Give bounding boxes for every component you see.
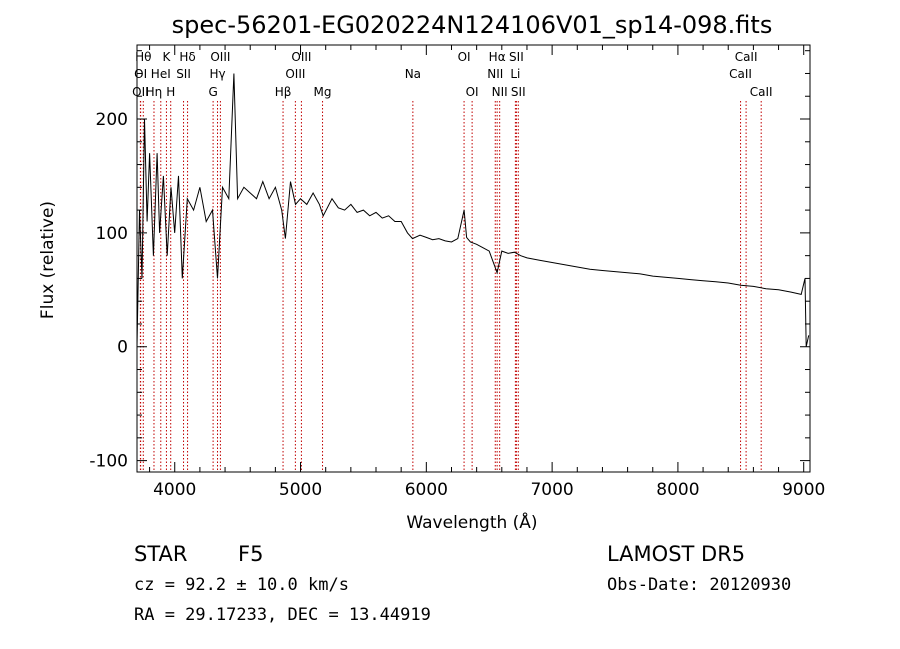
object-subclass: F5 — [238, 542, 263, 566]
spectral-line-label: SII — [511, 85, 526, 99]
spectral-line-label: OIII — [291, 50, 311, 64]
spectral-line-label: Hδ — [179, 50, 195, 64]
spectral-line-label: Na — [405, 67, 421, 81]
spectral-line-label: CaII — [729, 67, 752, 81]
spectrum-line — [136, 73, 810, 347]
spectral-line-label: Hα — [489, 50, 506, 64]
spectral-line-label: OI — [466, 85, 479, 99]
spectral-line-label: NII — [487, 67, 503, 81]
object-class: STAR — [134, 542, 187, 566]
spectral-line-label: SII — [509, 50, 524, 64]
y-axis: -100 0 100 200 — [89, 50, 810, 472]
x-axis-label: Wavelength (Å) — [406, 511, 537, 533]
spectral-line-label: SII — [176, 67, 191, 81]
y-tick-label: 100 — [96, 224, 128, 244]
y-tick-label: 200 — [96, 110, 128, 130]
chart-title: spec-56201-EG020224N124106V01_sp14-098.f… — [172, 11, 773, 39]
y-tick-label: 0 — [117, 338, 128, 358]
spectral-line-label: K — [162, 50, 171, 64]
spectral-line-label: CaII — [735, 50, 758, 64]
x-tick-label: 9000 — [782, 480, 825, 500]
spectral-line-label: OI — [134, 67, 147, 81]
x-tick-label: 8000 — [656, 480, 699, 500]
x-tick-label: 6000 — [405, 480, 448, 500]
spectral-line-label: OIII — [285, 67, 305, 81]
y-axis-label: Flux (relative) — [38, 201, 58, 319]
spectral-line-label: OII — [132, 85, 149, 99]
spectral-line-label: NII — [492, 85, 508, 99]
y-tick-label: -100 — [89, 452, 128, 472]
x-tick-label: 5000 — [279, 480, 322, 500]
spectral-line-label: Mg — [314, 85, 332, 99]
spectral-line-label: Hγ — [209, 67, 225, 81]
spectral-line-label: G — [208, 85, 217, 99]
ra-dec-coords: RA = 29.17233, DEC = 13.44919 — [134, 605, 431, 625]
redshift-cz: cz = 92.2 ± 10.0 km/s — [134, 575, 349, 595]
spectrum-series — [136, 73, 810, 347]
plot-frame — [136, 44, 811, 473]
x-tick-label: 4000 — [153, 480, 196, 500]
spectral-line-label: Hβ — [275, 85, 292, 99]
survey-name: LAMOST DR5 — [607, 542, 745, 566]
spectral-line-label: H — [166, 85, 175, 99]
x-axis: 4000 5000 6000 7000 8000 9000 — [149, 45, 825, 500]
spectral-line-label: OI — [458, 50, 471, 64]
obs-date: Obs-Date: 20120930 — [607, 575, 791, 595]
spectral-line-label: Hθ — [135, 50, 151, 64]
spectral-line-label: HeI — [151, 67, 171, 81]
spectral-line-label: Hη — [146, 85, 163, 99]
spectral-line-label: Li — [510, 67, 520, 81]
x-tick-label: 7000 — [530, 480, 573, 500]
spectral-line-label: OIII — [210, 50, 230, 64]
spectral-line-label: CaII — [750, 85, 773, 99]
